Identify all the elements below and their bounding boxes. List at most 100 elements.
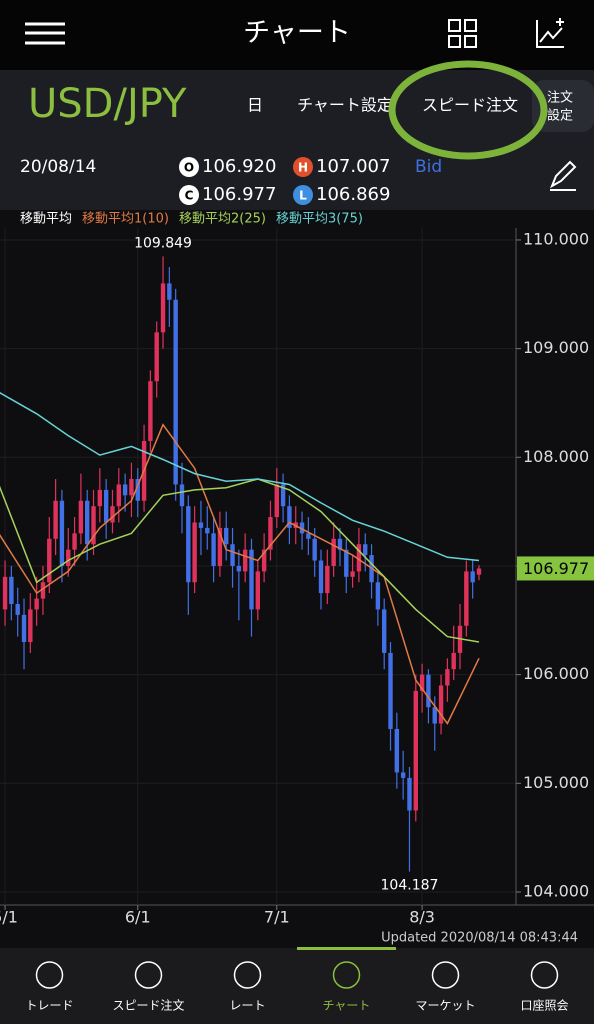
candle-body xyxy=(122,484,128,496)
tab-icon[interactable] xyxy=(431,961,460,989)
tab-icon[interactable] xyxy=(134,961,163,989)
header-title: チャート xyxy=(243,18,351,49)
badge-letter: O xyxy=(184,161,194,175)
tab-label[interactable]: トレード xyxy=(25,999,73,1013)
moving-average-line xyxy=(0,478,480,643)
candle-body xyxy=(419,674,425,691)
chart-bg xyxy=(0,210,594,948)
y-tick-label: 110.000 xyxy=(523,229,589,248)
speed-order-button[interactable]: スピード注文 xyxy=(422,96,518,115)
y-tick-label: 106.000 xyxy=(523,664,589,683)
indicator-icon[interactable] xyxy=(536,18,564,48)
quote-date: 20/08/14 xyxy=(20,157,96,177)
candle-body xyxy=(432,707,437,724)
candle-body xyxy=(236,565,242,572)
tab-label[interactable]: チャート xyxy=(323,999,371,1013)
candle-body xyxy=(47,538,52,583)
x-tick-label: 8/3 xyxy=(409,908,435,927)
order-settings-bg[interactable] xyxy=(532,80,594,132)
candle-body xyxy=(103,489,109,523)
candle-body xyxy=(34,598,39,610)
tab-label[interactable]: 口座照会 xyxy=(520,998,568,1013)
header-bar xyxy=(0,0,594,70)
candle-body xyxy=(66,549,71,566)
tab-icon[interactable] xyxy=(530,961,559,989)
high-price: 107.007 xyxy=(316,156,390,177)
tab-label[interactable]: スピード注文 xyxy=(112,998,184,1013)
chart-settings-button[interactable]: チャート設定 xyxy=(297,96,393,115)
candle-body xyxy=(85,500,90,545)
candle-body xyxy=(381,609,387,653)
candle-body xyxy=(21,614,27,643)
layout-icon[interactable] xyxy=(448,19,477,48)
candle-body xyxy=(331,538,336,566)
candle-body xyxy=(363,544,368,556)
moving-average-line xyxy=(0,391,480,562)
y-tick-label: 109.000 xyxy=(523,338,589,357)
badge xyxy=(293,157,313,177)
price-side[interactable]: Bid xyxy=(415,157,442,177)
badge xyxy=(179,157,199,177)
close-price: 106.977 xyxy=(202,184,276,205)
badge-letter: H xyxy=(298,161,308,175)
candle-body xyxy=(148,381,153,441)
candle-body xyxy=(464,571,469,626)
annotation-circle xyxy=(388,60,548,160)
candle-body xyxy=(394,728,400,773)
candle-body xyxy=(287,506,292,528)
period-button[interactable]: 日 xyxy=(247,96,263,115)
candle-body xyxy=(110,506,115,523)
x-tick-label: 7/1 xyxy=(264,908,290,927)
legend-entry: 移動平均1(10) xyxy=(82,212,169,227)
tab-label[interactable]: レート xyxy=(229,999,265,1013)
candle-body xyxy=(356,544,362,572)
y-tick-label: 104.000 xyxy=(523,881,589,900)
candle-body xyxy=(116,484,121,507)
candle-body xyxy=(426,674,431,708)
candle-body xyxy=(318,560,324,594)
candle-body xyxy=(312,538,317,561)
tab-icon[interactable] xyxy=(233,961,262,989)
candle-body xyxy=(72,533,77,550)
candle-body xyxy=(15,603,20,615)
candle-body xyxy=(451,652,456,670)
candle-body xyxy=(179,484,185,507)
candle-body xyxy=(476,568,482,575)
tab-icon[interactable] xyxy=(332,961,361,989)
candle-body xyxy=(9,576,14,604)
menu-icon[interactable] xyxy=(25,22,65,45)
max-label: 109.849 xyxy=(134,235,192,251)
candle-body xyxy=(375,582,381,610)
legend-entry: 移動平均3(75) xyxy=(276,212,363,227)
order-settings-button[interactable]: 設定 xyxy=(547,108,573,124)
candle-body xyxy=(91,506,96,545)
candle-body xyxy=(97,489,103,507)
legend-entry: 移動平均2(25) xyxy=(179,212,266,227)
candle-body xyxy=(217,527,223,566)
candle-body xyxy=(350,571,355,577)
candle-body xyxy=(344,549,349,577)
candle-body xyxy=(261,549,267,572)
candle-body xyxy=(325,565,330,594)
tab-label[interactable]: マーケット xyxy=(415,999,475,1013)
candle-body xyxy=(198,522,204,528)
candle-body xyxy=(388,652,393,729)
min-label: 104.187 xyxy=(381,878,439,894)
candle-body xyxy=(268,517,273,550)
tab-bar xyxy=(0,948,594,1024)
candle-body xyxy=(274,484,279,518)
candle-body xyxy=(40,582,46,599)
tab-icon[interactable] xyxy=(35,961,64,989)
candle-body xyxy=(413,690,418,811)
candle-body xyxy=(205,527,210,534)
candle-body xyxy=(230,544,235,566)
edit-icon[interactable] xyxy=(550,160,577,191)
currency-pair[interactable]: USD/JPY xyxy=(28,81,187,127)
candle-body xyxy=(59,500,65,566)
order-settings-button[interactable]: 注文 xyxy=(547,91,573,106)
candle-body xyxy=(129,479,134,496)
badge xyxy=(179,185,199,205)
badge-letter: L xyxy=(299,189,307,203)
candle-body xyxy=(299,522,305,534)
